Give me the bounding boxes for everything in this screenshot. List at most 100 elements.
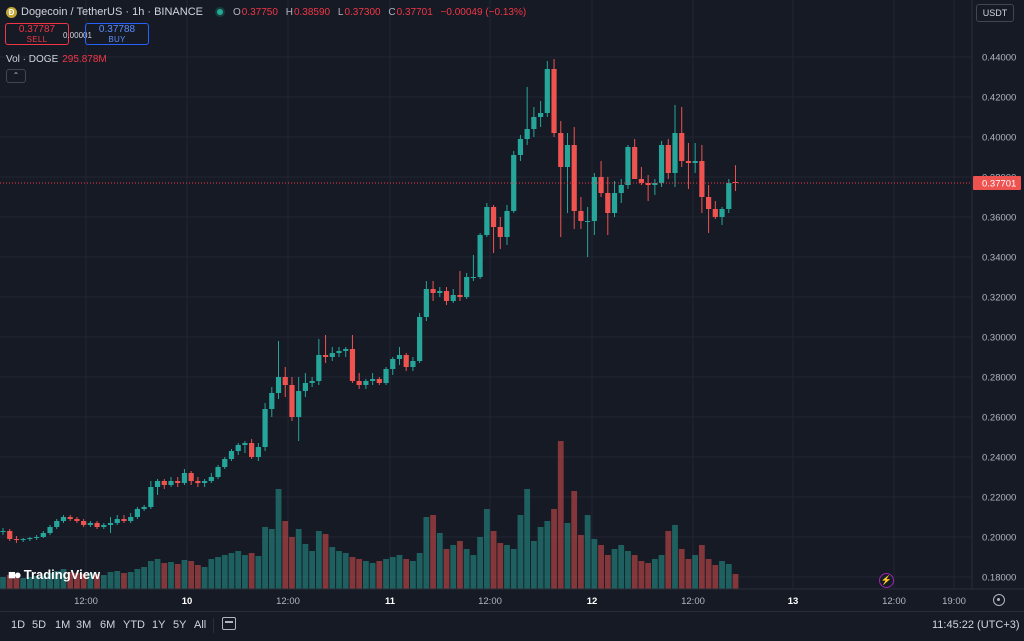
candle [309, 377, 315, 387]
volume-bar [67, 572, 74, 589]
candle-body [94, 523, 100, 527]
buy-button[interactable]: 0.37788 BUY [85, 23, 149, 45]
volume-bar [322, 534, 329, 589]
candle-body [645, 183, 651, 185]
volume-bar [235, 551, 242, 589]
candle-body [699, 161, 705, 197]
candle [282, 367, 288, 397]
candle [101, 523, 107, 529]
candle [383, 367, 389, 385]
candle-body [235, 445, 241, 451]
tradingview-logo-icon: ■● [8, 567, 22, 582]
range-5d-button[interactable]: 5D [32, 619, 47, 631]
range-5y-button[interactable]: 5Y [173, 619, 187, 631]
gear-icon[interactable] [993, 594, 1005, 606]
candle-body [228, 451, 235, 459]
candle-body [0, 531, 6, 532]
candle [551, 59, 557, 137]
candle-body [101, 525, 107, 527]
volume-bar [154, 559, 161, 589]
volume-bar [336, 551, 342, 589]
price-chart[interactable]: 0.440000.420000.400000.380000.360000.340… [0, 0, 1024, 611]
buy-price: 0.37788 [98, 24, 136, 35]
candle-body [403, 355, 409, 367]
candle-body [605, 193, 611, 213]
range-all-button[interactable]: All [194, 619, 207, 631]
candle [679, 107, 685, 167]
volume-bar [60, 569, 67, 589]
volume-bar [275, 489, 282, 589]
candle [222, 457, 228, 469]
range-1y-button[interactable]: 1Y [152, 619, 166, 631]
collapse-legend-button[interactable]: ⌃ [6, 69, 26, 83]
candle-body [524, 129, 530, 139]
time-axis-label: 12 [587, 596, 598, 607]
volume-bar [208, 559, 215, 589]
range-3m-button[interactable]: 3M [76, 619, 92, 631]
price-axis-label: 0.30000 [982, 333, 1016, 344]
candle-body [188, 473, 194, 481]
date-range-icon[interactable] [222, 617, 236, 630]
candle [632, 139, 638, 179]
candle [20, 538, 26, 542]
buy-label: BUY [108, 35, 126, 44]
candle-body [309, 381, 315, 383]
volume-bar [141, 567, 148, 589]
candle [336, 347, 342, 357]
volume-bar [262, 527, 268, 589]
range-1d-button[interactable]: 1D [11, 619, 26, 631]
range-ytd-button[interactable]: YTD [123, 619, 145, 631]
candle-body [47, 527, 53, 533]
candle-body [658, 145, 665, 183]
volume-bar [315, 531, 322, 589]
candle-body [712, 209, 718, 217]
candle [67, 515, 73, 521]
volume-bar [672, 525, 678, 589]
candle [329, 347, 335, 361]
volume-bar [698, 545, 705, 589]
candle-body [302, 383, 308, 391]
candle [141, 505, 147, 511]
bolt-icon[interactable]: ⚡ [879, 573, 894, 588]
candle-body [457, 295, 463, 297]
last-price-label: 0.37701 [982, 178, 1016, 189]
candle-body [13, 539, 20, 540]
volume-bar [53, 571, 60, 589]
candle [188, 471, 194, 485]
volume-bar [490, 531, 497, 589]
candle-body [484, 207, 490, 235]
market-status-icon [216, 9, 223, 15]
candle [591, 173, 597, 235]
volume-bar [705, 559, 712, 589]
candle-body [329, 353, 335, 357]
currency-button[interactable]: USDT [976, 4, 1014, 22]
candle [262, 403, 268, 451]
symbol-title[interactable]: Dogecoin / TetherUS · 1h · BINANCE [21, 6, 203, 18]
candle-body [34, 537, 40, 538]
price-axis [972, 0, 1024, 611]
volume-bar [403, 559, 410, 589]
candle-body [571, 145, 577, 211]
candle [423, 281, 429, 321]
volume-bar [611, 549, 618, 589]
volume-bar [161, 563, 168, 589]
candle-body [591, 177, 597, 221]
range-6m-button[interactable]: 6M [100, 619, 116, 631]
sell-button[interactable]: 0.37787 SELL [5, 23, 69, 45]
volume-bar [443, 549, 450, 589]
candle [363, 379, 369, 389]
volume-bar [356, 559, 363, 589]
time-axis-label: 12:00 [276, 596, 300, 607]
candle-body [585, 221, 591, 222]
volume-bar [618, 545, 625, 589]
candle-body [490, 207, 497, 227]
volume-bar [6, 575, 13, 589]
candle-body [161, 481, 167, 485]
range-1m-button[interactable]: 1M [55, 619, 71, 631]
candle-body [74, 519, 80, 521]
candle-body [423, 289, 429, 317]
candle-body [477, 235, 483, 277]
volume-bar [100, 575, 107, 589]
spread-value: 0.00001 [63, 31, 92, 40]
candle-body [531, 117, 537, 129]
